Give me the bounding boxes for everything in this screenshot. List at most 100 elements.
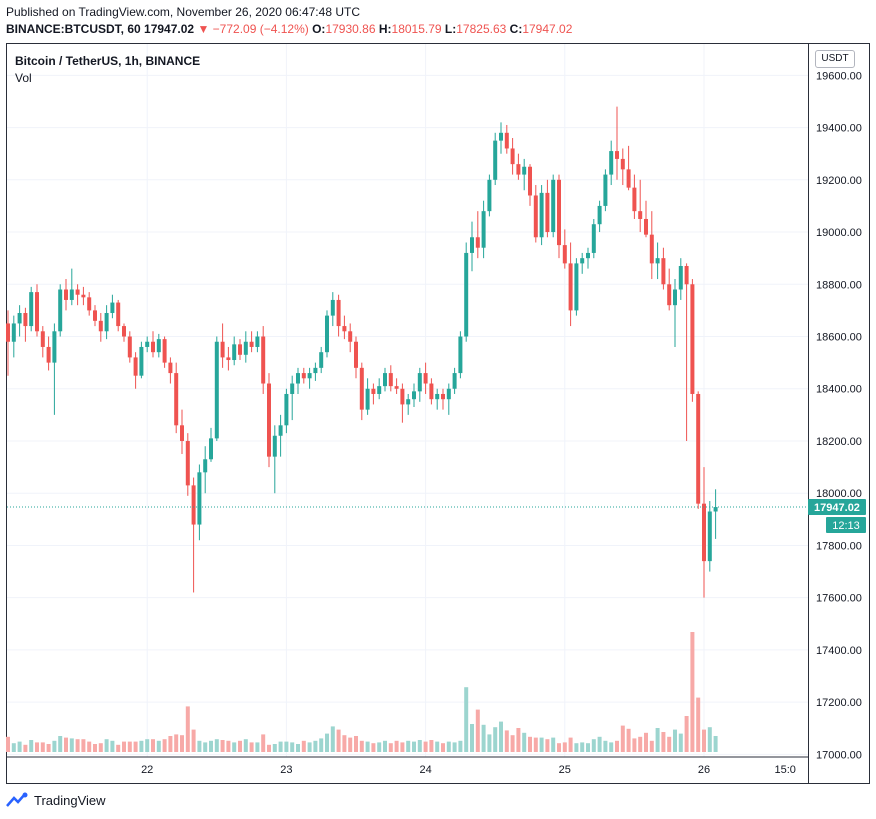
volume-bar [209,740,213,752]
price-scale[interactable] [808,43,870,784]
candle-body [104,313,109,332]
volume-bar [104,739,109,752]
volume-bar [365,741,370,752]
candle-body [226,357,231,361]
volume-bar [162,739,167,752]
countdown-tag-text: 12:13 [832,520,860,532]
volume-bar [17,741,22,752]
candle-body [383,373,387,387]
volume-bar [562,742,567,752]
volume-bar [226,740,231,752]
chart-pane[interactable] [6,43,809,784]
candle-body [203,459,208,473]
candle-body [354,341,358,368]
volume-bar [667,736,672,752]
volume-bar [423,741,428,752]
candle-body [609,151,614,175]
candle-body [394,386,399,389]
volume-bar [243,739,248,752]
volume-bar [661,732,666,752]
volume-bar [499,721,503,752]
candle-body [52,331,57,363]
candle-body [278,425,283,436]
candle-body [603,174,608,206]
y-tick-label: 17200.00 [816,697,862,709]
volume-bar [359,740,364,752]
candle-body [557,179,561,246]
volume-bar [127,741,132,752]
volume-bar [325,733,329,752]
volume-bar [354,736,358,752]
y-tick-label: 17400.00 [816,645,862,657]
candle-body [713,507,718,512]
footer: TradingView [6,792,106,808]
candle-body [452,373,457,389]
candle-body [626,169,631,188]
volume-bar [603,740,608,752]
candle-body [87,297,92,311]
volume-bar [75,739,80,752]
candle-body [139,346,144,376]
volume-bar [417,740,422,752]
volume-bar [435,741,440,752]
candle-body [325,315,329,353]
candle-body [632,187,637,212]
candle-body [591,224,596,253]
y-tick-label: 19000.00 [816,227,862,239]
candle-body [516,164,521,175]
candle-body [267,383,271,457]
candle-body [423,373,428,384]
volume-bar [336,729,341,752]
volume-bar [151,739,155,752]
y-tick-label: 17600.00 [816,593,862,605]
candle-body [64,289,68,300]
candle-body [464,252,469,337]
volume-bar [40,742,45,752]
countdown-tag-bg [826,517,866,534]
candle-body [336,299,341,327]
volume-bar [290,742,295,752]
candle-body [319,352,324,368]
volume-bar [487,734,492,752]
candle-body [620,158,625,170]
volume-bar [481,724,486,752]
candle-body [638,211,643,219]
price-change: −772.09 (−4.12%) [212,22,309,36]
volume-bar [394,740,399,752]
candle-body [586,252,590,259]
volume-bar [174,734,179,752]
y-tick-label: 19600.00 [816,70,862,82]
candle-body [110,302,115,314]
high-value: 18015.79 [391,22,442,36]
candle-body [209,438,213,460]
volume-bar [238,740,242,752]
close-value: 17947.02 [522,22,573,36]
candle-body [429,383,434,400]
last-price-tag-bg [808,499,866,516]
volume-bar [586,743,590,752]
volume-bar [261,734,266,752]
candle-body [400,388,405,405]
volume-bar [313,740,318,752]
volume-bar [533,737,538,752]
candle-body [156,339,161,353]
volume-bar [464,687,469,752]
candle-body [388,373,393,387]
volume-bar [168,736,173,752]
volume-bar [522,732,527,752]
volume-bar [58,736,63,752]
low-value: 17825.63 [456,22,507,36]
candle-body [6,323,10,342]
volume-bar [64,737,68,752]
candle-body [81,294,86,298]
currency-badge[interactable]: USDT [815,50,855,68]
candle-body [493,140,498,180]
y-tick-label: 18000.00 [816,488,862,500]
candle-body [243,341,248,355]
candle-body [667,284,672,306]
x-tick-label: 24 [419,764,431,776]
volume-bar [98,743,103,752]
volume-bar [412,741,416,752]
candle-body [702,503,706,562]
